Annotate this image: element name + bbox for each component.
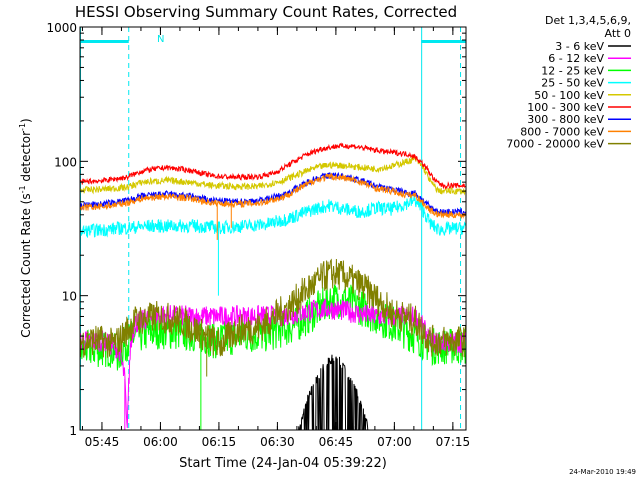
- legend-label: 6 - 12 keV: [548, 52, 604, 65]
- plot-frame: [79, 26, 467, 431]
- x-axis-label: Start Time (24-Jan-04 05:39:22): [179, 456, 387, 471]
- x-tick-label: 06:00: [143, 435, 178, 449]
- legend-header-line2: Att 0: [605, 27, 631, 40]
- x-tick-label: 07:00: [377, 435, 412, 449]
- axes: 05:45 06:00 06:15 06:30 06:45 07:00 07:15 1 10 10…: [46, 21, 470, 449]
- y-tick-label: 100: [54, 155, 77, 169]
- chart-title: HESSI Observing Summary Count Rates, Cor…: [75, 3, 457, 21]
- legend-label: 50 - 100 keV: [534, 89, 604, 102]
- y-tick-label: 1000: [46, 21, 77, 35]
- series-line-7000to20000keV-kev: [80, 258, 466, 358]
- legend-label: 3 - 6 keV: [555, 40, 604, 53]
- x-tick-label: 06:45: [319, 435, 354, 449]
- series-line-800to7000keV-kev: [80, 172, 466, 220]
- legend-label: 12 - 25 keV: [541, 64, 604, 77]
- legend-label: 7000 - 20000 keV: [506, 138, 604, 151]
- legend-header-line1: Det 1,3,4,5,6,9,: [545, 14, 631, 27]
- series-line-3to6keV-kev: [298, 354, 369, 430]
- series-line-25to50keV-kev: [80, 195, 466, 238]
- legend-label: 25 - 50 keV: [541, 77, 604, 90]
- legend-label: 800 - 7000 keV: [520, 125, 604, 138]
- series-line-50to100keV-kev: [80, 155, 466, 196]
- y-axis-label: Corrected Count Rate (s-1 detector-1): [18, 118, 33, 337]
- night-annotation-label: N: [157, 34, 164, 45]
- legend-label: 100 - 300 keV: [527, 101, 604, 114]
- plot-area: N: [79, 26, 467, 431]
- series-line-100to300keV-kev: [80, 142, 466, 190]
- x-tick-label: 05:45: [85, 435, 120, 449]
- legend-label: 300 - 800 keV: [527, 113, 604, 126]
- y-tick-label: 10: [62, 290, 77, 304]
- footer-date: 24-Mar-2010 19:49: [569, 468, 636, 476]
- x-tick-label: 07:15: [436, 435, 471, 449]
- y-tick-label: 1: [69, 424, 77, 438]
- x-tick-label: 06:15: [202, 435, 237, 449]
- x-tick-label: 06:30: [260, 435, 295, 449]
